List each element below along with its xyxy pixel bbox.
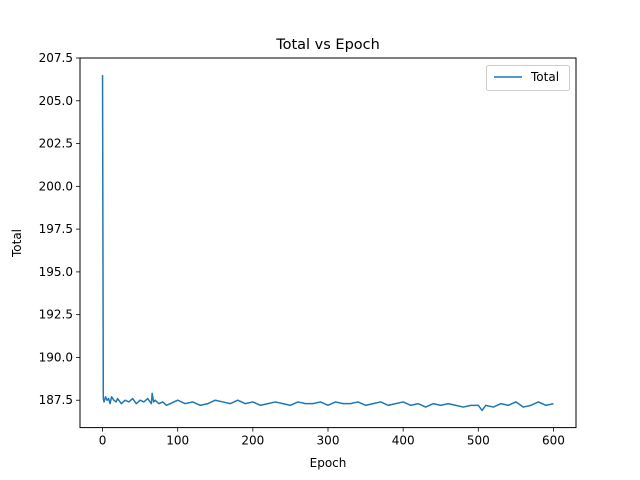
y-tick-label: 207.5 bbox=[39, 51, 73, 65]
y-tick-label: 200.0 bbox=[39, 179, 73, 193]
x-tick-label: 200 bbox=[241, 434, 264, 448]
y-tick-label: 195.0 bbox=[39, 265, 73, 279]
y-axis-label: Total bbox=[10, 229, 24, 258]
chart-title: Total vs Epoch bbox=[275, 37, 380, 53]
y-tick-label: 197.5 bbox=[39, 222, 73, 236]
y-tick-label: 192.5 bbox=[39, 308, 73, 322]
plot-area: 0 100 200 300 400 500 600 187.5 190.0 192.5 195.0 1… bbox=[39, 51, 565, 448]
y-tick-label: 205.0 bbox=[39, 94, 73, 108]
plot-frame bbox=[79, 57, 577, 429]
legend-box bbox=[486, 65, 570, 91]
x-tick-label: 600 bbox=[542, 434, 565, 448]
x-tick-label: 100 bbox=[166, 434, 189, 448]
x-tick-label: 300 bbox=[317, 434, 340, 448]
legend: Total bbox=[486, 65, 570, 91]
y-tick-label: 202.5 bbox=[39, 137, 73, 151]
x-tick-label: 500 bbox=[467, 434, 490, 448]
x-axis-label: Epoch bbox=[310, 456, 347, 470]
legend-label-total: Total bbox=[530, 70, 559, 84]
x-tick-label: 400 bbox=[392, 434, 415, 448]
x-tick-label: 0 bbox=[99, 434, 107, 448]
y-tick-label: 190.0 bbox=[39, 350, 73, 364]
series-line-total bbox=[101, 75, 554, 412]
y-tick-label: 187.5 bbox=[39, 393, 73, 407]
